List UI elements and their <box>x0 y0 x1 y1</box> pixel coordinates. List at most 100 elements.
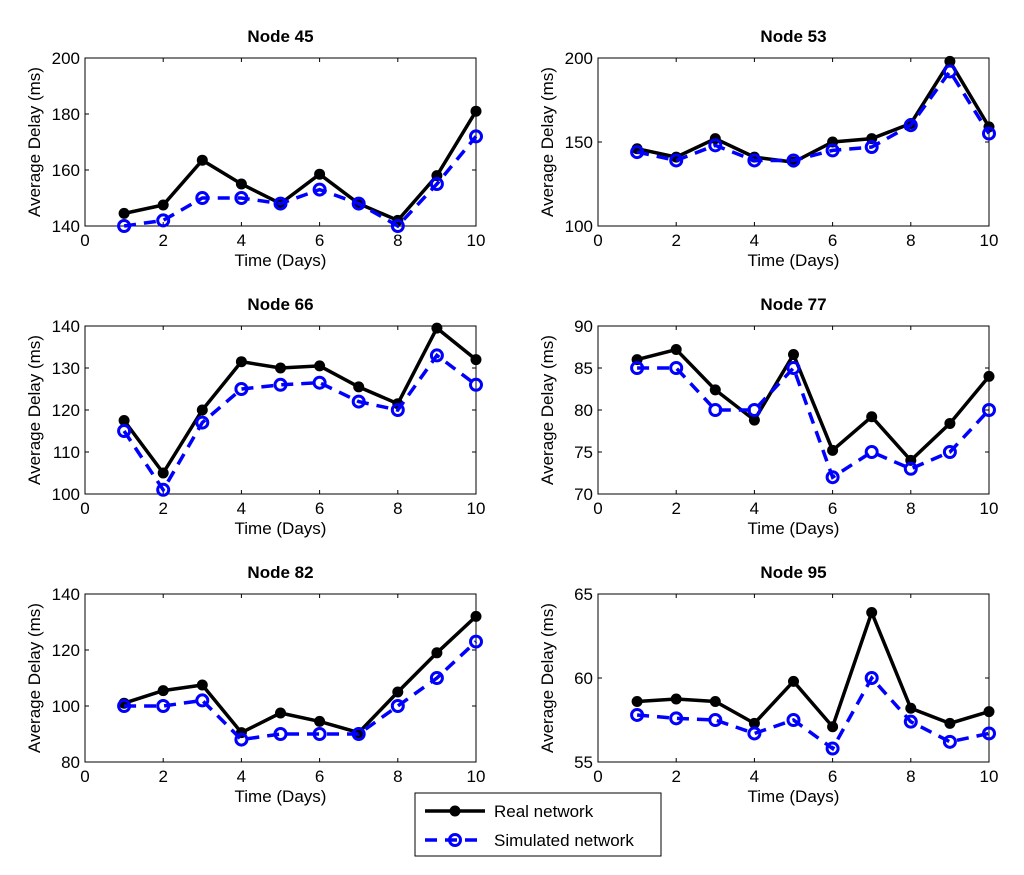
simulated-network-point <box>351 727 366 741</box>
y-tick-label: 110 <box>53 443 80 462</box>
y-tick-label: 100 <box>565 217 593 236</box>
simulated-network-point <box>117 699 132 713</box>
real-network-line <box>122 325 478 477</box>
y-axis-label: Average Delay (ms) <box>25 335 44 485</box>
simulated-network-point <box>469 634 483 649</box>
simulated-network-point <box>195 191 210 205</box>
subplot-title: Node 82 <box>247 563 313 582</box>
simulated-network-point <box>825 143 840 158</box>
real-network-point <box>470 105 482 117</box>
x-tick-label: 10 <box>980 499 999 518</box>
subplot-title: Node 95 <box>760 563 826 582</box>
subplot-node-82: 0 2 4 6 8 10 80 100 120 140 Node 82 Time (Days) Aver… <box>25 563 485 806</box>
simulated-network-point <box>708 713 723 727</box>
y-tick-label: 75 <box>574 443 593 462</box>
real-network-point <box>983 370 995 382</box>
real-network-point <box>709 696 721 708</box>
y-tick-label: 140 <box>52 585 80 604</box>
x-tick-label: 8 <box>906 499 915 518</box>
simulated-network-point <box>390 403 405 417</box>
legend-real-marker <box>449 805 461 817</box>
x-tick-label: 4 <box>750 499 759 518</box>
x-tick-label: 2 <box>158 767 167 786</box>
simulated-network-point <box>786 713 801 727</box>
y-tick-label: 120 <box>52 641 80 660</box>
x-tick-label: 2 <box>671 767 680 786</box>
y-tick-label: 140 <box>52 217 80 236</box>
x-tick-label: 4 <box>237 767 246 786</box>
real-network-point <box>314 360 326 372</box>
y-axis-label: Average Delay (ms) <box>25 603 44 753</box>
x-tick-label: 2 <box>158 499 167 518</box>
simulated-network-point <box>669 361 684 375</box>
x-axis-label: Time (Days) <box>235 251 327 270</box>
simulated-network-point <box>429 348 444 363</box>
y-tick-label: 180 <box>52 105 80 124</box>
simulated-network-line <box>636 68 991 163</box>
y-tick-label: 70 <box>574 485 593 504</box>
simulated-network-point <box>982 403 996 417</box>
x-tick-label: 0 <box>593 499 602 518</box>
subplot-node-53: 0 2 4 6 8 10 100 150 200 Node 53 Time (Days) Averag… <box>538 27 998 270</box>
simulated-network-point <box>234 191 249 205</box>
real-network-point <box>827 721 839 733</box>
simulated-network-point <box>234 732 249 747</box>
x-tick-label: 6 <box>828 767 837 786</box>
real-network-point <box>431 322 443 334</box>
real-network-point <box>118 415 130 426</box>
real-network-point <box>470 354 482 366</box>
x-tick-label: 8 <box>393 499 402 518</box>
real-network-point <box>670 693 682 705</box>
simulated-network-point <box>942 64 957 79</box>
real-network-point <box>827 444 839 456</box>
simulated-network-point <box>117 219 132 233</box>
x-tick-label: 4 <box>750 231 759 250</box>
y-tick-label: 90 <box>574 317 593 336</box>
simulated-network-point <box>351 196 366 211</box>
simulated-network-point <box>312 182 327 197</box>
x-tick-label: 0 <box>80 499 89 518</box>
y-tick-label: 120 <box>52 401 80 420</box>
real-network-point <box>314 715 326 727</box>
real-network-point <box>470 610 482 622</box>
y-tick-label: 65 <box>574 585 593 604</box>
simulated-network-point <box>669 711 684 726</box>
real-network-point <box>788 675 799 687</box>
real-network-point <box>157 199 169 211</box>
simulated-network-point <box>903 461 918 476</box>
x-tick-label: 0 <box>80 231 89 250</box>
x-tick-label: 4 <box>237 231 246 250</box>
real-network-point <box>748 717 760 729</box>
real-network-line <box>636 607 990 731</box>
real-network-point <box>709 384 721 396</box>
simulated-network-point <box>273 727 288 741</box>
x-tick-label: 0 <box>593 767 602 786</box>
real-network-line <box>636 347 991 463</box>
x-tick-label: 8 <box>906 767 915 786</box>
real-network-point <box>431 647 443 659</box>
simulated-network-point <box>903 118 918 133</box>
real-network-point <box>905 702 917 714</box>
simulated-network-point <box>429 671 444 685</box>
real-network-point <box>944 717 956 729</box>
x-axis-label: Time (Days) <box>748 251 840 270</box>
real-network-point <box>196 404 208 416</box>
y-axis-label: Average Delay (ms) <box>538 603 557 753</box>
x-tick-label: 10 <box>467 231 486 250</box>
simulated-network-line <box>636 674 990 752</box>
simulated-network-point <box>825 741 840 756</box>
simulated-network-line <box>124 640 478 742</box>
x-tick-label: 2 <box>671 231 680 250</box>
x-tick-label: 6 <box>315 499 324 518</box>
real-network-point <box>118 207 130 219</box>
subplot-title: Node 53 <box>760 27 826 46</box>
y-tick-label: 60 <box>574 669 593 688</box>
simulated-network-point <box>156 699 171 713</box>
simulated-network-point <box>747 153 762 168</box>
real-network-line <box>636 58 991 164</box>
real-network-point <box>196 679 208 691</box>
subplot-title: Node 66 <box>247 295 313 314</box>
real-network-point <box>748 414 760 426</box>
real-network-point <box>788 349 799 361</box>
simulated-network-point <box>708 138 723 153</box>
